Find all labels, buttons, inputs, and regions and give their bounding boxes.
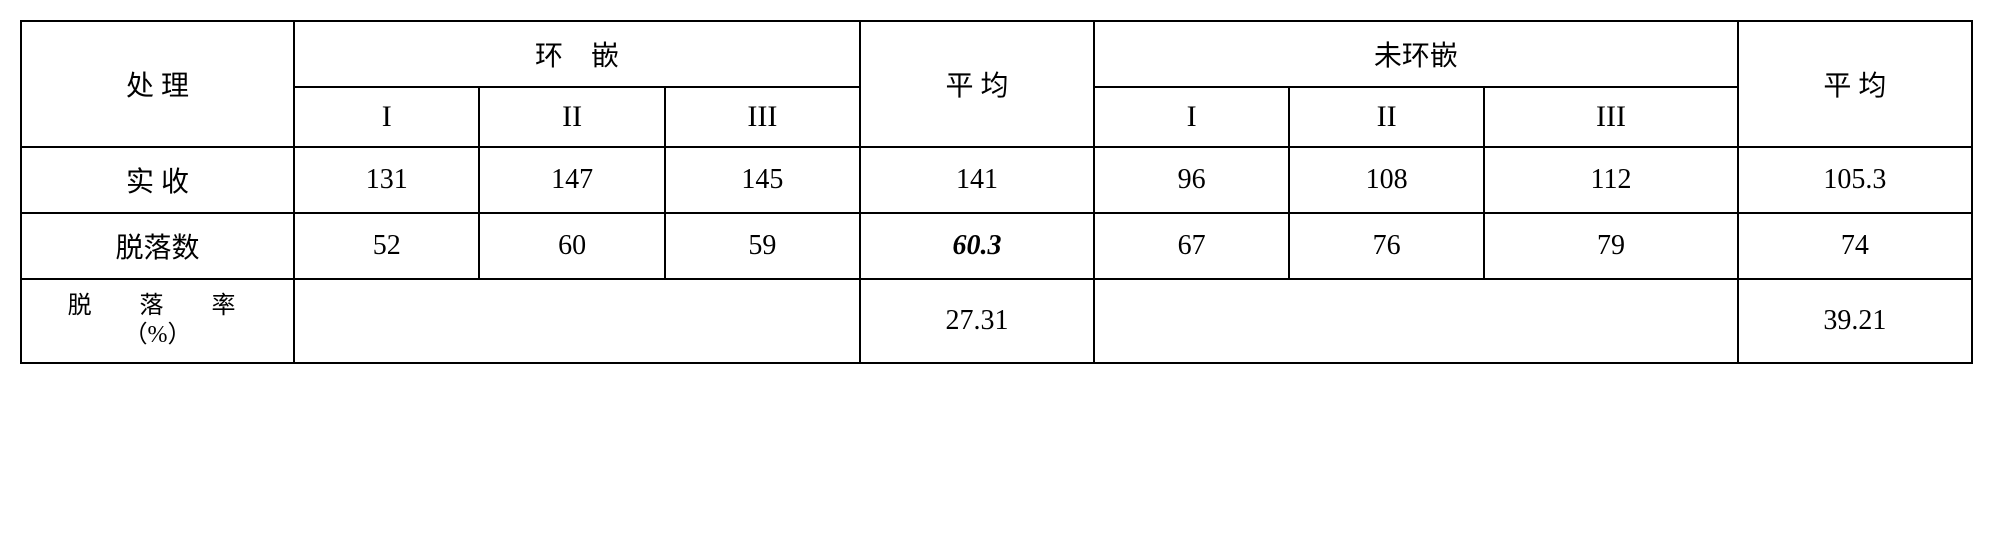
cell-avg1: 141: [860, 147, 1094, 213]
header-g2-II: II: [1289, 87, 1484, 147]
header-avg1: 平 均: [860, 21, 1094, 147]
rate-label: 脱 落 率 （%）: [21, 279, 294, 363]
header-g1-II: II: [479, 87, 664, 147]
data-table: 处 理 环 嵌 平 均 未环嵌 平 均 I II III I II III 实 …: [20, 20, 1973, 364]
header-g2-I: I: [1094, 87, 1289, 147]
row-label: 实 收: [21, 147, 294, 213]
rate-avg1: 27.31: [860, 279, 1094, 363]
cell-g1-1: 60: [479, 213, 664, 279]
header-row-1: 处 理 环 嵌 平 均 未环嵌 平 均: [21, 21, 1972, 87]
header-group1: 环 嵌: [294, 21, 860, 87]
data-table-container: 处 理 环 嵌 平 均 未环嵌 平 均 I II III I II III 实 …: [20, 20, 1973, 364]
cell-avg2: 74: [1738, 213, 1972, 279]
data-row-0: 实 收 131 147 145 141 96 108 112 105.3: [21, 147, 1972, 213]
rate-avg2: 39.21: [1738, 279, 1972, 363]
cell-g1-1: 147: [479, 147, 664, 213]
cell-g2-2: 112: [1484, 147, 1738, 213]
cell-g1-2: 59: [665, 213, 860, 279]
data-row-1: 脱落数 52 60 59 60.3 67 76 79 74: [21, 213, 1972, 279]
cell-g2-1: 108: [1289, 147, 1484, 213]
cell-g2-0: 67: [1094, 213, 1289, 279]
rate-label-line1: 脱 落 率: [68, 293, 248, 319]
header-group2: 未环嵌: [1094, 21, 1738, 87]
header-g2-III: III: [1484, 87, 1738, 147]
header-treatment: 处 理: [21, 21, 294, 147]
rate-label-line2: （%）: [124, 322, 192, 348]
cell-g1-2: 145: [665, 147, 860, 213]
row-label: 脱落数: [21, 213, 294, 279]
rate-g1-blank: [294, 279, 860, 363]
rate-g2-blank: [1094, 279, 1738, 363]
header-avg2: 平 均: [1738, 21, 1972, 147]
cell-g2-0: 96: [1094, 147, 1289, 213]
cell-avg1-italic: 60.3: [860, 213, 1094, 279]
cell-g2-1: 76: [1289, 213, 1484, 279]
cell-g1-0: 52: [294, 213, 479, 279]
cell-avg2: 105.3: [1738, 147, 1972, 213]
header-g1-I: I: [294, 87, 479, 147]
header-g1-III: III: [665, 87, 860, 147]
rate-row: 脱 落 率 （%） 27.31 39.21: [21, 279, 1972, 363]
cell-g1-0: 131: [294, 147, 479, 213]
cell-g2-2: 79: [1484, 213, 1738, 279]
